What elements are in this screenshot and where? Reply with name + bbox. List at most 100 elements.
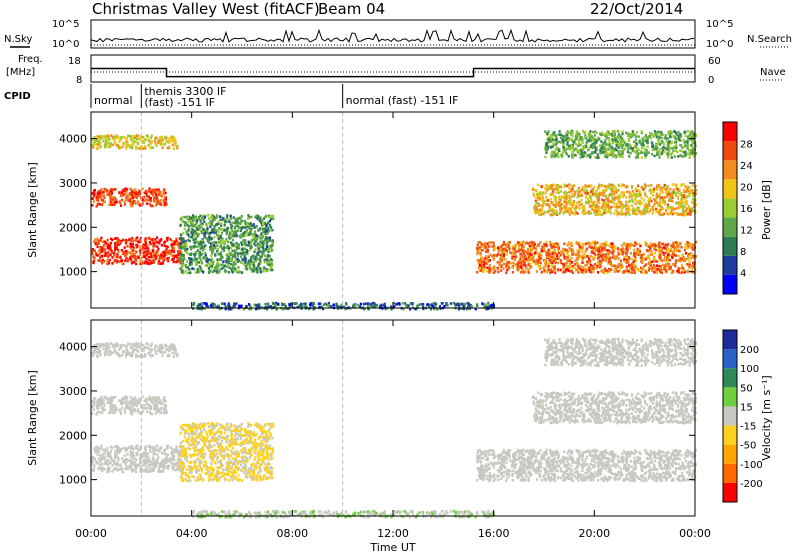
power-cell (544, 187, 547, 190)
power-cell (186, 223, 189, 227)
power-cell (130, 257, 133, 261)
power-cell (578, 200, 581, 204)
power-cell (498, 246, 501, 250)
power-cell (252, 264, 256, 267)
power-cell (163, 252, 166, 256)
power-cell (552, 190, 555, 193)
power-cell (611, 130, 614, 133)
power-cell (106, 138, 109, 142)
power-cell (663, 185, 666, 189)
power-cell (234, 255, 237, 258)
power-cell (128, 194, 131, 197)
power-cell (563, 255, 566, 259)
power-cell (668, 263, 671, 267)
power-cell (269, 305, 272, 308)
power-cell (597, 271, 600, 274)
power-cell (537, 260, 540, 264)
power-cell (599, 193, 602, 197)
power-cell (207, 231, 210, 235)
power-cell (308, 303, 312, 307)
power-cell (508, 247, 511, 251)
power-cell (268, 259, 271, 262)
power-cell (595, 205, 598, 209)
power-cell (220, 222, 223, 225)
power-feature-upper-band (91, 187, 168, 208)
power-cell (599, 259, 602, 263)
power-cell (677, 130, 680, 134)
power-cell (118, 260, 121, 263)
power-cell (588, 265, 591, 269)
power-cell (208, 241, 211, 244)
power-cell (605, 248, 608, 252)
power-cell (225, 253, 228, 256)
power-cell (688, 265, 691, 269)
power-cell (576, 262, 579, 266)
power-cell (199, 218, 202, 222)
power-cell (505, 265, 508, 268)
power-cell (446, 304, 449, 307)
power-cell (234, 225, 237, 229)
power-cell (193, 253, 196, 256)
power-cell (533, 244, 536, 248)
power-cell (564, 138, 567, 142)
power-cell (541, 206, 544, 210)
power-cell (666, 185, 669, 189)
power-cell (248, 263, 251, 266)
power-cell (577, 271, 580, 274)
power-cell (622, 251, 625, 255)
power-cell (657, 248, 661, 252)
power-cell (657, 195, 660, 198)
power-cell (537, 194, 540, 197)
power-cell (637, 135, 640, 138)
power-cell (540, 248, 543, 251)
power-cell (562, 250, 565, 253)
power-cell (95, 146, 99, 150)
power-cell (256, 217, 259, 221)
power-cell (554, 196, 557, 200)
power-cell (220, 267, 223, 270)
power-cell (569, 207, 572, 211)
power-cell (98, 259, 101, 263)
power-cell (559, 198, 562, 202)
power-cell (537, 198, 540, 201)
power-cell (547, 264, 550, 268)
power-cell (570, 202, 573, 205)
power-cell (116, 136, 119, 140)
power-cell (198, 270, 201, 273)
power-cell (139, 251, 142, 255)
power-cell (102, 139, 105, 143)
power-cell (584, 254, 587, 258)
power-cell (172, 138, 175, 142)
power-cell (480, 244, 483, 248)
noise-right-tick-bottom: 10^0 (706, 39, 733, 50)
power-cell (218, 258, 221, 261)
power-cell (604, 205, 607, 209)
power-cell (591, 246, 594, 250)
power-cell (124, 187, 127, 190)
power-feature-lower-band (91, 236, 184, 266)
power-cell (180, 253, 183, 256)
power-cell (141, 202, 144, 205)
power-cell (131, 146, 134, 150)
power-cell (558, 185, 561, 189)
power-cell (509, 261, 512, 265)
power-cell (271, 268, 274, 272)
power-cell (637, 184, 640, 188)
power-cell (602, 201, 605, 204)
power-cell (128, 199, 131, 202)
power-cell (181, 264, 184, 268)
power-cell (519, 254, 523, 257)
power-cell (205, 259, 208, 263)
power-cell (545, 251, 548, 254)
power-cell (225, 237, 228, 241)
power-cell (197, 216, 201, 219)
power-cell (667, 190, 670, 193)
power-cell (304, 302, 307, 306)
power-cell (638, 248, 641, 252)
power-cell (186, 216, 189, 220)
power-cell (587, 241, 590, 245)
power-cell (511, 271, 514, 274)
power-cell (631, 243, 634, 247)
power-cell (654, 132, 657, 135)
power-cell (636, 194, 639, 197)
